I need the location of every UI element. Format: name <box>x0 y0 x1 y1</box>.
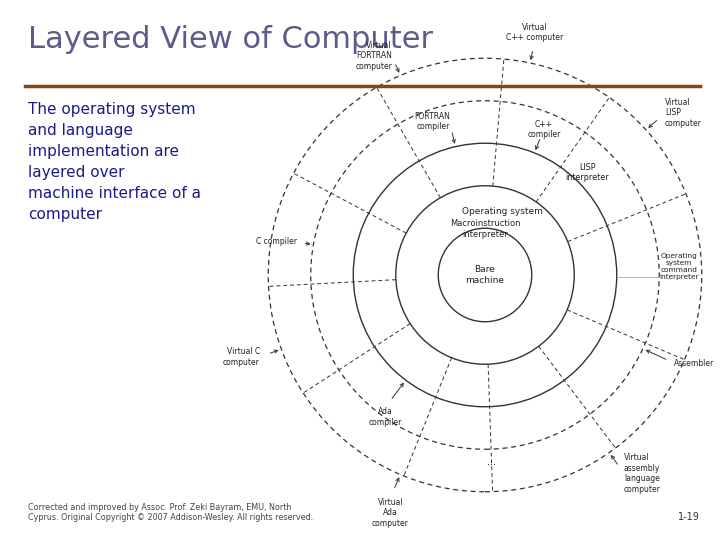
Text: Operating
system
command
interpreter: Operating system command interpreter <box>659 253 698 280</box>
Text: LISP
interpreter: LISP interpreter <box>565 163 609 183</box>
Text: Virtual
assembly
language
computer: Virtual assembly language computer <box>624 454 661 494</box>
Text: Assembler: Assembler <box>674 359 714 368</box>
Text: Layered View of Computer: Layered View of Computer <box>28 25 433 54</box>
Text: C++
compiler: C++ compiler <box>527 119 561 139</box>
Text: Virtual C
computer: Virtual C computer <box>223 347 260 367</box>
Text: ...: ... <box>487 457 496 467</box>
Text: The operating system
and language
implementation are
layered over
machine interf: The operating system and language implem… <box>28 102 201 222</box>
Text: Virtual
C++ computer: Virtual C++ computer <box>506 23 563 42</box>
Text: Operating system: Operating system <box>462 207 542 217</box>
Text: Bare
machine: Bare machine <box>466 265 505 285</box>
Text: C compiler: C compiler <box>256 237 297 246</box>
Text: 1-19: 1-19 <box>678 512 700 522</box>
Text: Corrected and improved by Assoc. Prof. Zeki Bayram, EMU, North
Cyprus. Original : Corrected and improved by Assoc. Prof. Z… <box>28 503 313 522</box>
Text: Macroinstruction
interpreter: Macroinstruction interpreter <box>450 219 521 239</box>
Text: Virtual
Ada
computer: Virtual Ada computer <box>372 498 409 528</box>
Text: Virtual
LISP
computer: Virtual LISP computer <box>665 98 702 128</box>
Text: Ada
compiler: Ada compiler <box>369 407 402 427</box>
Text: FORTRAN
compiler: FORTRAN compiler <box>414 112 449 131</box>
Text: Virtual
FORTRAN
computer: Virtual FORTRAN computer <box>355 41 392 71</box>
